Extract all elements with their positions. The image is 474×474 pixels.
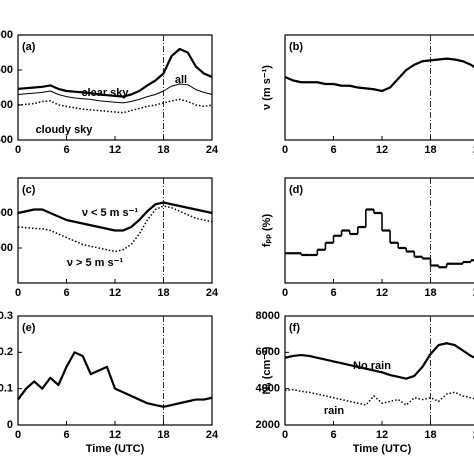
series-line [17,98,213,114]
x-tick-label: 12 [109,144,121,156]
x-tick-label: 0 [282,287,288,299]
panel-label: (a) [22,41,36,53]
x-tick-label: 12 [109,287,121,299]
y-axis-label: Nₐ (cm⁻³) [261,346,273,394]
x-tick-label: 24 [206,287,219,299]
x-tick-label: 18 [157,287,169,299]
panel-label: (b) [289,41,303,53]
x-axis-label: Time (UTC) [353,443,412,455]
x-tick-label: 12 [109,429,121,441]
panel: 0 6 12 18 24 (b) ν (m s⁻¹) [261,34,474,156]
x-tick-label: 18 [157,429,169,441]
plot-frame [17,315,213,426]
x-tick-label: 24 [473,429,474,441]
x-tick-label: 6 [63,144,69,156]
y-tick-label: 6000 [256,346,280,358]
x-tick-label: 6 [330,287,336,299]
y-tick-label: 4000 [256,383,280,395]
y-tick-label: 500 [0,134,13,146]
x-tick-label: 24 [473,144,474,156]
series-line [17,205,213,253]
panel-label: (d) [289,184,303,196]
panel-label: (c) [22,184,36,196]
series-line [17,47,213,98]
panel: 0 6 12 18 24 2000 4000 6000 8000 (f) Time (UTC) Nₐ … [256,310,474,455]
panel-label: (e) [22,322,36,334]
x-tick-label: 0 [15,144,21,156]
y-tick-label: 2000 [0,242,13,254]
y-tick-label: 0.1 [0,383,13,395]
panel: 0 6 12 18 24 (d) fₚₚ (%) [261,177,474,299]
plot-frame [284,34,474,141]
y-tick-label: 2000 [0,29,13,41]
panel: 0 6 12 18 24 2000 3000 (c) ν < 5 m s⁻¹ ν > 5 m s⁻… [0,177,219,299]
panel-label: (f) [289,322,300,334]
y-tick-label: 8000 [256,310,280,322]
x-tick-label: 6 [330,144,336,156]
x-tick-label: 0 [282,429,288,441]
y-tick-label: 1000 [0,99,13,111]
series-annotation: all [175,74,187,86]
series-line [17,351,213,408]
x-tick-label: 12 [376,144,388,156]
x-tick-label: 18 [157,144,169,156]
x-tick-label: 0 [282,144,288,156]
series-line [17,83,213,104]
y-axis-label: fₚₚ (%) [261,214,273,248]
x-tick-label: 18 [424,429,436,441]
series-annotation: clear sky [81,87,129,99]
y-tick-label: 1500 [0,64,13,76]
x-tick-label: 0 [15,287,21,299]
x-tick-label: 18 [424,144,436,156]
series-annotation: No rain [353,360,391,372]
series-annotation: ν > 5 m s⁻¹ [67,257,124,269]
y-tick-label: 2000 [256,419,280,431]
x-tick-label: 24 [473,287,474,299]
series-line [17,201,213,232]
x-tick-label: 0 [15,429,21,441]
panel: 0 6 12 18 24 0 0.1 0.2 0.3 (e) Time (UTC) [0,310,219,455]
x-tick-label: 24 [206,429,219,441]
y-tick-label: 0.3 [0,310,13,322]
series-annotation: rain [324,405,344,417]
series-annotation: cloudy sky [36,124,94,136]
x-axis-label: Time (UTC) [86,443,145,455]
x-tick-label: 6 [63,287,69,299]
y-tick-label: 0.2 [0,346,13,358]
x-tick-label: 6 [330,429,336,441]
x-tick-label: 24 [206,144,219,156]
series-line [284,57,474,93]
series-line [284,388,474,406]
x-tick-label: 18 [424,287,436,299]
panel: 0 6 12 18 24 500 1000 1500 2000 (a) clear sky all cl… [0,29,219,156]
y-tick-label: 3000 [0,207,13,219]
y-tick-label: 0 [7,419,13,431]
series-annotation: ν < 5 m s⁻¹ [82,207,139,219]
x-tick-label: 12 [376,287,388,299]
x-tick-label: 6 [63,429,69,441]
series-line [284,342,474,380]
x-tick-label: 12 [376,429,388,441]
y-axis-label: ν (m s⁻¹) [261,65,273,110]
